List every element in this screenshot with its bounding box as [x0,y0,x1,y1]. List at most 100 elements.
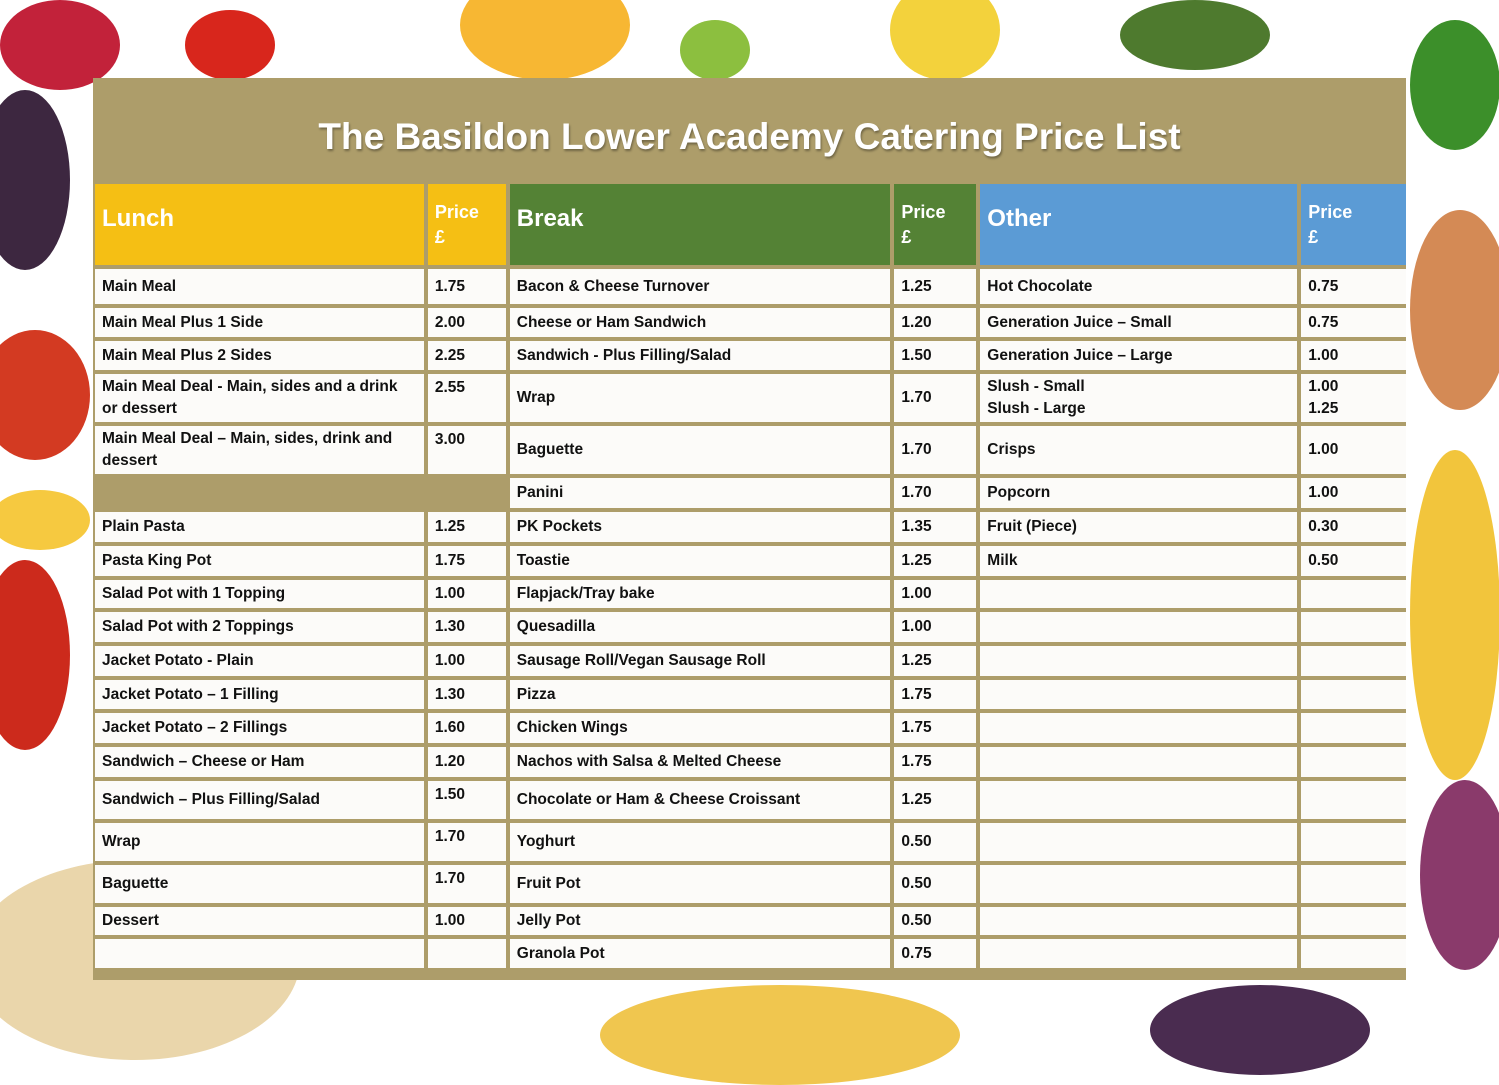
other-item-price: 1.00 [1301,426,1406,474]
lunch-item-price: 1.70 [427,823,506,861]
other-item-price: 1.00 1.25 [1301,374,1406,422]
other-item-price [1301,865,1406,903]
table-row: Salad Pot with 1 Topping 1.00 Flapjack/Tra… [95,580,1406,608]
lunch-item-name: Baguette [95,865,424,903]
banana-decoration [0,490,90,550]
lunch-item-name: Main Meal Deal - Main, sides and a drink… [95,374,424,422]
table-row: Pasta King Pot 1.75 Toastie 1.25 Milk 0.50 [95,546,1406,576]
lunch-item-name: Main Meal [95,269,424,304]
other-item-name [980,865,1298,903]
other-item-price: 0.50 [1301,546,1406,576]
break-item-price: 1.70 [894,478,977,508]
other-item-price [1301,612,1406,642]
lunch-item-name: Dessert [95,907,424,935]
break-item-name: Nachos with Salsa & Melted Cheese [509,747,891,777]
other-item-name-line: Slush - Large [987,400,1086,417]
lime-decoration [680,20,750,80]
other-item-name [980,823,1298,861]
other-item-price-line: 1.00 [1308,378,1339,395]
orange-decoration [460,0,630,80]
price-table: Lunch Price £ Break Price £ Other Price £ M… [91,180,1410,972]
lunch-item-price: 1.30 [427,680,506,709]
break-item-name: Jelly Pot [509,907,891,935]
break-item-price: 1.75 [894,680,977,709]
break-item-price: 1.50 [894,341,977,370]
break-item-name: Chocolate or Ham & Cheese Croissant [509,781,891,819]
other-price-header: Price £ [1301,184,1406,265]
break-item-price: 1.35 [894,512,977,542]
lunch-item-price: 1.00 [427,580,506,608]
cabbage-decoration [1420,780,1499,970]
price-label: Price [1308,201,1353,222]
lunch-item-price: 1.60 [427,713,506,743]
lunch-item-name: Salad Pot with 2 Toppings [95,612,424,642]
other-item-name [980,781,1298,819]
other-item-name: Fruit (Piece) [980,512,1298,542]
table-row: Jacket Potato – 1 Filling 1.30 Pizza 1.75 [95,680,1406,709]
break-item-name: Panini [509,478,891,508]
other-item-price: 1.00 [1301,478,1406,508]
table-row: Salad Pot with 2 Toppings 1.30 Quesadilla 1… [95,612,1406,642]
other-item-name [980,580,1298,608]
lunch-item-name: Jacket Potato – 1 Filling [95,680,424,709]
other-item-price: 0.75 [1301,269,1406,304]
break-item-name: Wrap [509,374,891,422]
lemon-decoration [890,0,1000,80]
other-header: Other [980,184,1298,265]
lunch-item-price: 1.75 [427,546,506,576]
break-item-price: 1.25 [894,781,977,819]
table-row: Jacket Potato – 2 Fillings 1.60 Chicken Wi… [95,713,1406,743]
other-item-price [1301,747,1406,777]
lunch-item-price: 1.25 [427,512,506,542]
lunch-item-name: Sandwich – Cheese or Ham [95,747,424,777]
break-item-name: Toastie [509,546,891,576]
break-header: Break [509,184,891,265]
break-item-name: Pizza [509,680,891,709]
break-item-price: 1.70 [894,426,977,474]
other-item-name: Generation Juice – Small [980,308,1298,337]
break-item-price: 1.75 [894,747,977,777]
corn-decoration [1410,450,1499,780]
break-item-name: Sandwich - Plus Filling/Salad [509,341,891,370]
other-item-price: 1.00 [1301,341,1406,370]
break-item-price: 0.50 [894,907,977,935]
table-row: Sandwich – Cheese or Ham 1.20 Nachos with … [95,747,1406,777]
break-item-name: Chicken Wings [509,713,891,743]
eggs-decoration [1410,210,1499,410]
break-item-price: 1.75 [894,713,977,743]
other-item-name: Crisps [980,426,1298,474]
lunch-item-name: Jacket Potato – 2 Fillings [95,713,424,743]
break-item-name: Sausage Roll/Vegan Sausage Roll [509,646,891,676]
currency-label: £ [434,226,445,247]
other-item-name [980,646,1298,676]
currency-label: £ [901,226,912,247]
lunch-separator-band [95,478,506,508]
other-item-name [980,612,1298,642]
lunch-item-price: 1.00 [427,907,506,935]
break-item-price: 1.25 [894,269,977,304]
lunch-item-price: 1.00 [427,646,506,676]
pasta-decoration [600,985,960,1085]
lunch-item-name: Jacket Potato - Plain [95,646,424,676]
lunch-price-header: Price £ [427,184,506,265]
break-item-name: Cheese or Ham Sandwich [509,308,891,337]
table-row: Granola Pot 0.75 [95,939,1406,968]
lunch-item-price: 3.00 [427,426,506,474]
lunch-item-price: 1.50 [427,781,506,819]
break-item-name: Fruit Pot [509,865,891,903]
break-item-price: 1.25 [894,546,977,576]
other-item-price [1301,907,1406,935]
lunch-item-name: Main Meal Plus 1 Side [95,308,424,337]
table-row: Main Meal Plus 2 Sides 2.25 Sandwich - Plu… [95,341,1406,370]
lunch-item-price: 1.75 [427,269,506,304]
break-item-name: PK Pockets [509,512,891,542]
break-item-name: Granola Pot [509,939,891,968]
lunch-item-price: 1.70 [427,865,506,903]
lunch-item-price: 2.55 [427,374,506,422]
plum-decoration [0,90,70,270]
other-item-price-line: 1.25 [1308,400,1339,417]
lunch-item-name: Wrap [95,823,424,861]
break-item-name: Flapjack/Tray bake [509,580,891,608]
page-title: The Basildon Lower Academy Catering Pric… [318,116,1181,157]
other-item-price [1301,713,1406,743]
